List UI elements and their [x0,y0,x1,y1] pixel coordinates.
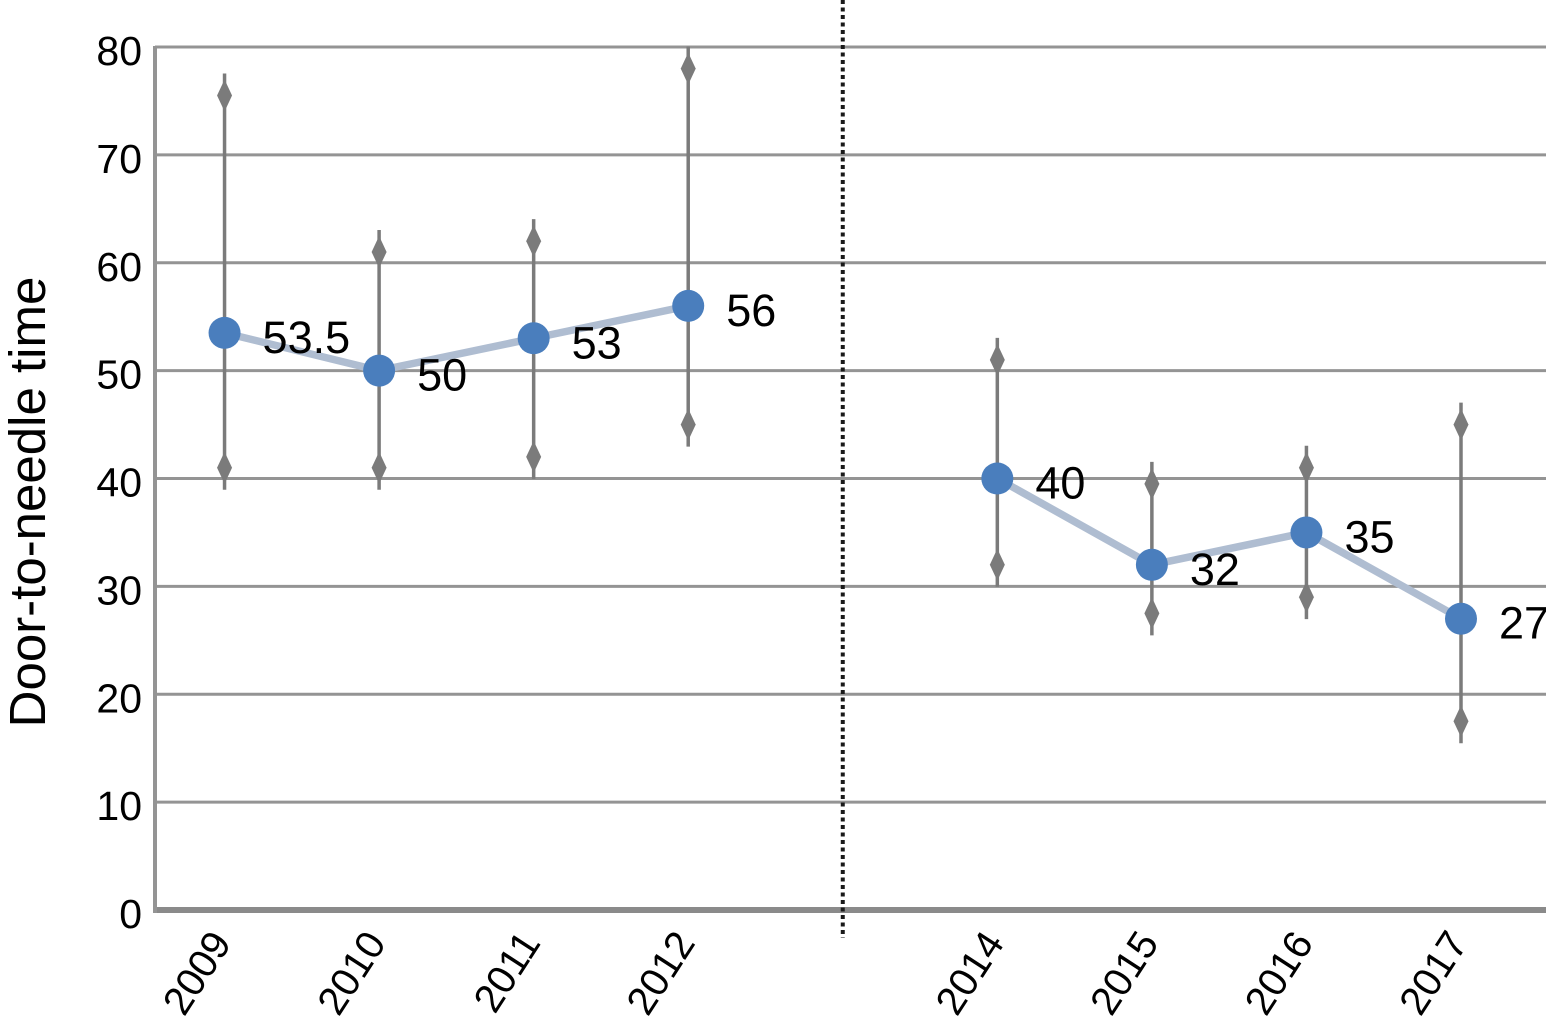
data-point-marker [1290,516,1323,549]
error-bar-cap-low [1144,597,1160,630]
data-point-marker [208,316,241,349]
x-tick-label: 2011 [465,924,549,1020]
x-tick-label: 2015 [1082,924,1167,1022]
y-tick-label: 80 [96,28,142,74]
x-tick-label: 2012 [618,924,703,1022]
series-layer [208,289,1477,635]
data-value-label: 50 [417,350,467,401]
data-value-label: 53 [572,317,622,368]
x-tick-label: 2016 [1237,924,1322,1022]
y-tick-label: 20 [96,675,142,721]
x-tick-label: 2010 [309,924,394,1022]
data-point-marker [363,354,396,387]
y-tick-label: 0 [119,891,142,937]
series-line [993,474,1465,623]
error-bar-cap-high [526,225,542,258]
error-bar-cap-high [680,52,696,85]
data-point-marker [672,289,705,322]
y-tick-label: 60 [96,244,142,290]
series-line [220,302,692,375]
error-bar-cap-low [526,440,542,473]
data-value-label: 56 [726,285,776,336]
data-point-marker [1444,602,1477,635]
x-tick-label: 2009 [155,924,240,1022]
data-point-marker [1135,548,1168,581]
error-bar-cap-low [1298,581,1314,614]
grid-layer: 0 10 20 30 40 50 60 70 80 [96,28,1546,937]
error-bar-cap-high [1144,467,1160,500]
error-bar-cap-high [217,79,233,112]
error-bar-cap-low [989,548,1005,581]
y-tick-label: 30 [96,567,142,613]
y-tick-label: 50 [96,352,142,398]
error-bar-cap-high [371,235,387,268]
x-tick-label: 2017 [1391,924,1476,1022]
error-bar-cap-high [1453,408,1469,441]
error-bar-cap-low [371,451,387,484]
y-tick-label: 70 [96,136,142,182]
error-bar-cap-high [1298,451,1314,484]
data-value-label: 35 [1344,511,1394,562]
x-tick-label: 2014 [928,924,1013,1022]
data-value-label: 27 [1499,598,1546,649]
data-value-label: 53.5 [263,312,351,363]
data-value-label: 40 [1035,458,1085,509]
data-point-marker [517,322,550,355]
error-bar-cap-low [680,408,696,441]
y-tick-label: 40 [96,460,142,506]
error-bar-cap-low [1453,705,1469,738]
error-bar-cap-high [989,343,1005,376]
y-axis-title: Door-to-needle time [0,277,56,728]
data-point-marker [981,462,1014,495]
y-tick-label: 10 [96,783,142,829]
error-bar-cap-low [217,451,233,484]
errorbar-layer [217,46,1469,744]
data-value-label: 32 [1190,544,1240,595]
